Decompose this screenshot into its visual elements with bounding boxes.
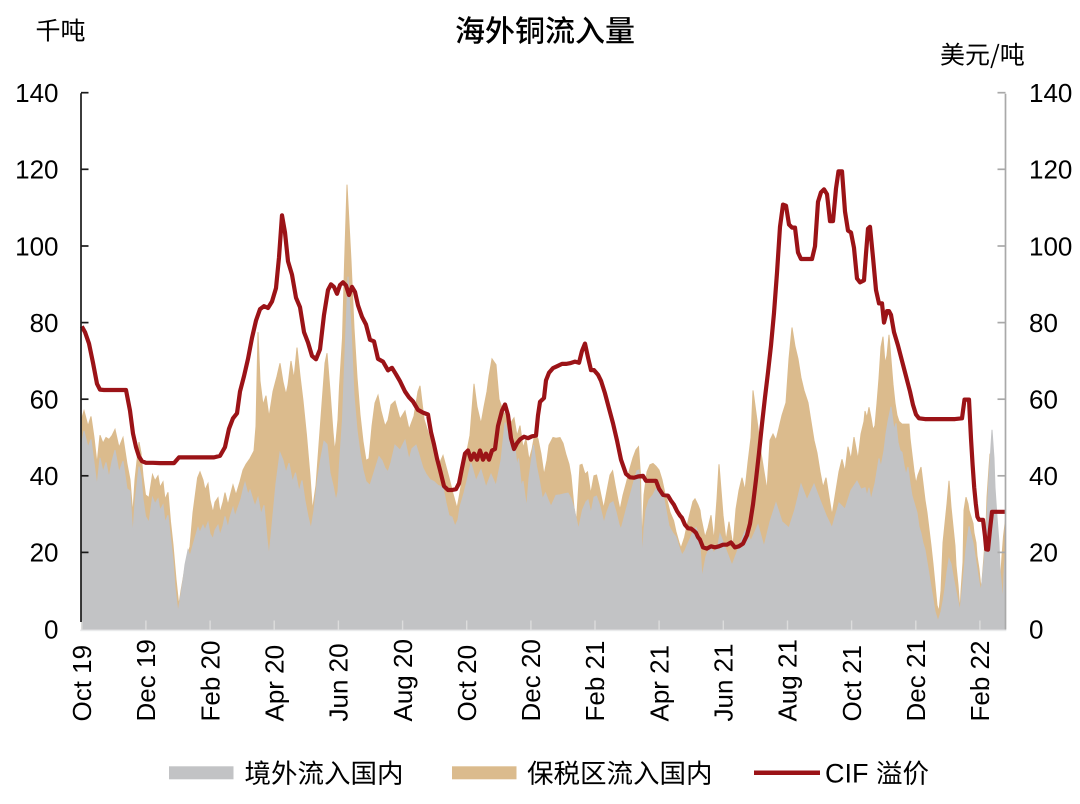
svg-text:Dec 21: Dec 21 xyxy=(901,639,931,721)
svg-text:CIF: CIF xyxy=(825,758,869,788)
svg-text:Feb 22: Feb 22 xyxy=(965,641,995,722)
svg-text:Apr 21: Apr 21 xyxy=(644,645,674,722)
svg-text:20: 20 xyxy=(1029,538,1058,568)
svg-text:0: 0 xyxy=(44,614,58,644)
svg-text:Apr 20: Apr 20 xyxy=(259,645,289,722)
svg-text:100: 100 xyxy=(1029,231,1072,261)
svg-text:120: 120 xyxy=(15,155,58,185)
svg-text:60: 60 xyxy=(30,385,59,415)
svg-text:140: 140 xyxy=(1029,78,1072,108)
svg-text:40: 40 xyxy=(1029,461,1058,491)
svg-text:20: 20 xyxy=(30,538,59,568)
svg-text:80: 80 xyxy=(1029,308,1058,338)
svg-text:Dec 20: Dec 20 xyxy=(516,639,546,721)
svg-text:Aug 21: Aug 21 xyxy=(773,639,803,721)
svg-text:Dec 19: Dec 19 xyxy=(131,639,161,721)
svg-text:80: 80 xyxy=(30,308,59,338)
svg-text:140: 140 xyxy=(15,78,58,108)
svg-text:40: 40 xyxy=(30,461,59,491)
svg-text:0: 0 xyxy=(1029,614,1043,644)
svg-text:100: 100 xyxy=(15,231,58,261)
svg-text:Aug 20: Aug 20 xyxy=(388,639,418,721)
svg-text:Oct 21: Oct 21 xyxy=(837,645,867,722)
svg-text:Jun 20: Jun 20 xyxy=(324,643,354,721)
svg-text:Oct 19: Oct 19 xyxy=(67,645,97,722)
svg-text:Feb 20: Feb 20 xyxy=(195,641,225,722)
svg-text:Jun 21: Jun 21 xyxy=(709,643,739,721)
svg-text:120: 120 xyxy=(1029,155,1072,185)
svg-text:Feb 21: Feb 21 xyxy=(580,641,610,722)
svg-text:60: 60 xyxy=(1029,385,1058,415)
svg-text:Oct 20: Oct 20 xyxy=(452,645,482,722)
